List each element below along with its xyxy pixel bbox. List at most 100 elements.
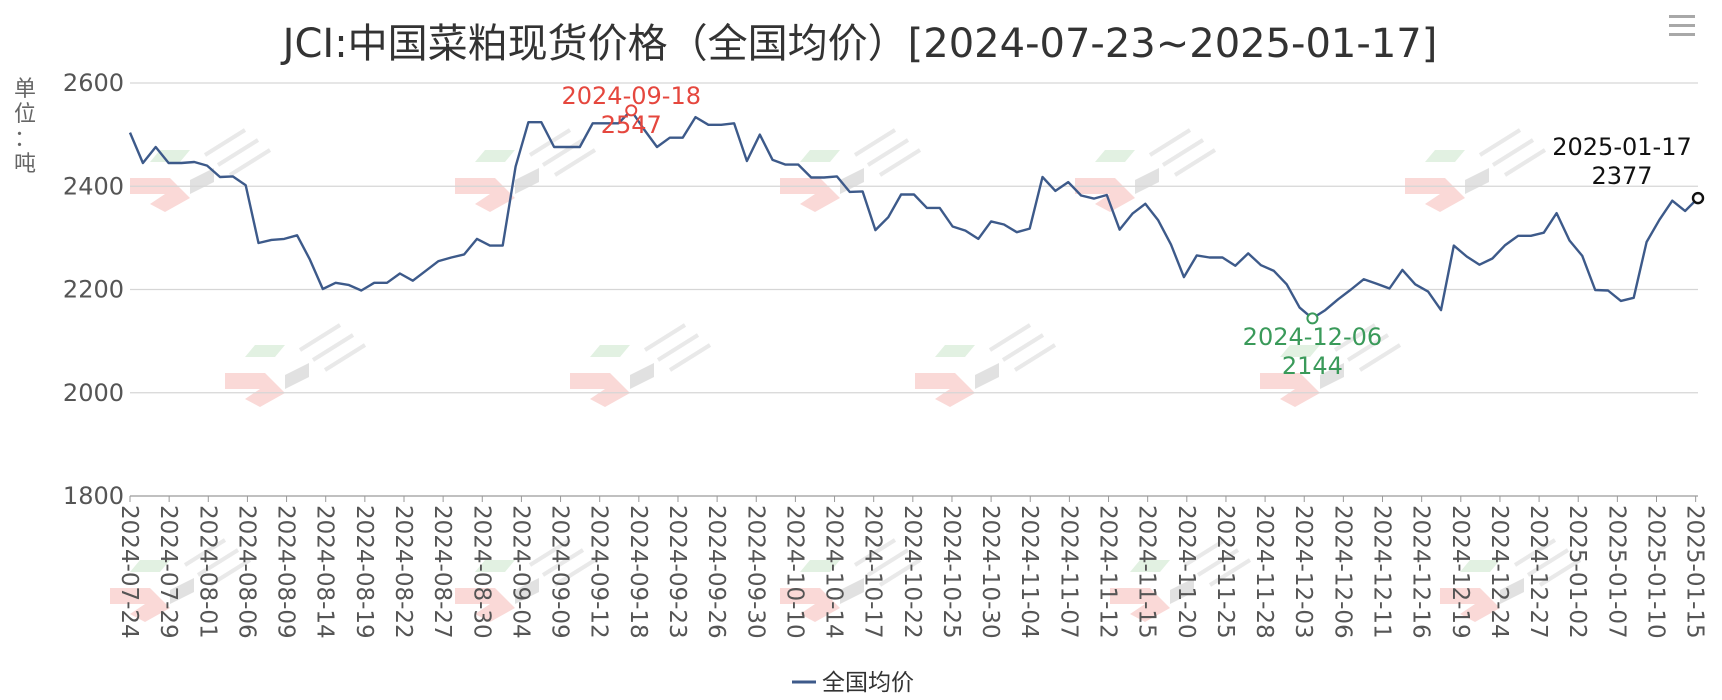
watermark-bar bbox=[285, 363, 309, 389]
x-tick-label: 2024-12-06 bbox=[1329, 505, 1355, 639]
x-tick-label: 2024-08-27 bbox=[429, 505, 455, 639]
watermark-logo bbox=[455, 538, 597, 622]
watermark-letters bbox=[1513, 538, 1582, 587]
watermark-leaf bbox=[130, 560, 170, 572]
x-tick-label: 2024-11-15 bbox=[1134, 505, 1160, 639]
x-tick-label: 2024-09-09 bbox=[547, 505, 573, 639]
x-tick-label: 2024-09-18 bbox=[625, 505, 651, 639]
y-tick-label: 2200 bbox=[63, 276, 124, 304]
x-tick-label: 2024-08-09 bbox=[273, 505, 299, 639]
watermark-leaf bbox=[245, 345, 285, 357]
watermark-leaf bbox=[475, 150, 515, 162]
watermark-mark bbox=[1440, 588, 1500, 622]
watermark-bar bbox=[1500, 578, 1524, 604]
x-tick-label: 2024-11-04 bbox=[1016, 505, 1042, 639]
watermark-letters bbox=[1333, 323, 1402, 372]
watermark-logo bbox=[1260, 323, 1402, 407]
chart-title: JCI:中国菜粕现货价格（全国均价）[2024-07-23~2025-01-17… bbox=[280, 21, 1438, 67]
min-point-date: 2024-12-06 bbox=[1243, 323, 1382, 351]
watermark-leaf bbox=[800, 150, 840, 162]
watermark-bar bbox=[190, 168, 214, 194]
x-tick-label: 2024-10-17 bbox=[860, 505, 886, 639]
max-point-marker bbox=[625, 104, 638, 117]
watermark-letters bbox=[203, 128, 272, 177]
watermark-bar bbox=[1170, 578, 1194, 604]
watermark-mark bbox=[570, 373, 630, 407]
x-tick-label: 2024-07-24 bbox=[116, 505, 142, 639]
x-tick-label: 2024-11-12 bbox=[1095, 505, 1121, 639]
legend[interactable]: 全国均价 bbox=[792, 670, 914, 696]
legend-label: 全国均价 bbox=[822, 670, 914, 696]
watermark-mark bbox=[780, 178, 840, 212]
watermark-logo bbox=[1075, 128, 1217, 212]
watermark-mark bbox=[110, 588, 170, 622]
x-tick-label: 2024-08-19 bbox=[351, 505, 377, 639]
x-tick-label: 2024-12-11 bbox=[1369, 505, 1395, 639]
watermark-mark bbox=[130, 178, 190, 212]
grid bbox=[130, 82, 1698, 497]
last-point-value: 2377 bbox=[1591, 162, 1652, 190]
x-tick-label: 2024-09-23 bbox=[664, 505, 690, 639]
hamburger-menu-icon[interactable] bbox=[1669, 15, 1695, 36]
x-tick-label: 2024-11-20 bbox=[1173, 505, 1199, 639]
watermark-leaf bbox=[475, 560, 515, 572]
x-tick-label: 2025-01-02 bbox=[1564, 505, 1590, 639]
watermark-bar bbox=[975, 363, 999, 389]
x-tick-label: 2024-12-24 bbox=[1486, 505, 1512, 639]
watermark-leaf bbox=[150, 150, 190, 162]
watermark-bar bbox=[170, 578, 194, 604]
watermark-mark bbox=[455, 588, 515, 622]
x-tick-label: 2024-12-16 bbox=[1408, 505, 1434, 639]
x-tick-label: 2024-07-29 bbox=[155, 505, 181, 639]
watermark-leaf bbox=[1130, 560, 1170, 572]
y-tick-label: 2600 bbox=[63, 69, 124, 97]
x-tick-label: 2025-01-15 bbox=[1682, 505, 1708, 639]
x-tick-label: 2024-12-27 bbox=[1525, 505, 1551, 639]
x-tick-label: 2024-10-22 bbox=[899, 505, 925, 639]
x-tick-label: 2024-08-01 bbox=[194, 505, 220, 639]
watermark-letters bbox=[988, 323, 1057, 372]
x-tick-label: 2024-10-25 bbox=[938, 505, 964, 639]
y-axis-label: 单位：吨 bbox=[14, 77, 36, 177]
watermark-letters bbox=[1148, 128, 1217, 177]
watermark-leaf bbox=[1280, 345, 1320, 357]
x-tick-label: 2024-11-07 bbox=[1055, 505, 1081, 639]
x-tick-label: 2024-09-12 bbox=[586, 505, 612, 639]
last-point-date: 2025-01-17 bbox=[1552, 133, 1691, 161]
watermark-mark bbox=[455, 178, 515, 212]
last-point-marker bbox=[1691, 191, 1705, 205]
watermark-mark bbox=[225, 373, 285, 407]
watermark-leaf bbox=[590, 345, 630, 357]
y-tick-label: 1800 bbox=[63, 482, 124, 510]
watermark-logo bbox=[110, 538, 252, 622]
watermark-bar bbox=[515, 578, 539, 604]
x-tick-label: 2024-08-30 bbox=[468, 505, 494, 639]
x-tick-label: 2024-12-03 bbox=[1290, 505, 1316, 639]
max-point-date: 2024-09-18 bbox=[562, 82, 701, 110]
x-tick-label: 2024-09-30 bbox=[742, 505, 768, 639]
watermark-mark bbox=[915, 373, 975, 407]
watermark-logo bbox=[570, 323, 712, 407]
watermark-logo bbox=[780, 538, 922, 622]
y-axis: 1800 2000 2200 2400 2600 bbox=[63, 69, 124, 510]
x-tick-label: 2024-11-25 bbox=[1212, 505, 1238, 639]
min-point-value: 2144 bbox=[1282, 352, 1343, 380]
watermark-letters bbox=[853, 538, 922, 587]
max-point-value: 2547 bbox=[601, 111, 662, 139]
x-tick-label: 2024-08-06 bbox=[233, 505, 259, 639]
watermark-logo bbox=[1440, 538, 1582, 622]
x-tick-label: 2024-10-10 bbox=[781, 505, 807, 639]
watermark-leaf bbox=[935, 345, 975, 357]
watermark-logo bbox=[915, 323, 1057, 407]
x-axis: 2024-07-24 2024-07-29 2024-08-01 2024-08-06… bbox=[116, 496, 1708, 639]
watermark-letters bbox=[528, 128, 597, 177]
watermark-logo bbox=[455, 128, 597, 212]
watermark-letters bbox=[298, 323, 367, 372]
watermark-letters bbox=[183, 538, 252, 587]
watermark-bar bbox=[1135, 168, 1159, 194]
y-tick-label: 2000 bbox=[63, 379, 124, 407]
watermark-letters bbox=[853, 128, 922, 177]
watermark-mark bbox=[1405, 178, 1465, 212]
x-tick-label: 2024-08-22 bbox=[390, 505, 416, 639]
